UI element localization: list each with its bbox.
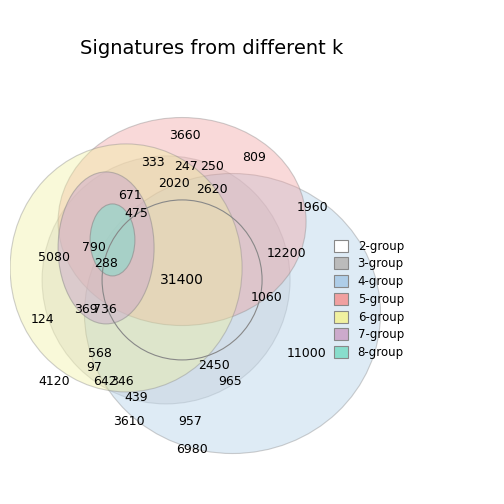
Text: 957: 957 — [178, 415, 202, 428]
Text: 247: 247 — [174, 160, 198, 173]
Text: 475: 475 — [124, 207, 148, 220]
Text: 6980: 6980 — [176, 443, 208, 456]
Text: 31400: 31400 — [160, 273, 204, 287]
Text: 11000: 11000 — [286, 347, 326, 360]
Text: 5080: 5080 — [38, 251, 70, 264]
Text: 790: 790 — [82, 241, 106, 255]
Text: 250: 250 — [200, 160, 224, 173]
Ellipse shape — [42, 156, 290, 404]
Text: 1960: 1960 — [297, 202, 328, 214]
Text: 439: 439 — [124, 391, 148, 404]
Text: 12200: 12200 — [266, 247, 306, 260]
Text: 965: 965 — [218, 375, 242, 388]
Text: 2450: 2450 — [198, 359, 230, 372]
Text: 333: 333 — [141, 156, 164, 169]
Ellipse shape — [10, 144, 242, 392]
Text: 568: 568 — [88, 347, 111, 360]
Text: 2020: 2020 — [158, 177, 190, 191]
Text: 124: 124 — [30, 313, 54, 327]
Text: 809: 809 — [242, 151, 266, 164]
Text: 288: 288 — [94, 258, 118, 271]
Text: 671: 671 — [118, 188, 142, 202]
Ellipse shape — [58, 117, 306, 326]
Text: 3660: 3660 — [169, 130, 200, 143]
Ellipse shape — [90, 204, 135, 276]
Ellipse shape — [85, 173, 381, 454]
Legend: 2-group, 3-group, 4-group, 5-group, 6-group, 7-group, 8-group: 2-group, 3-group, 4-group, 5-group, 6-gr… — [331, 236, 407, 363]
Text: 2620: 2620 — [196, 183, 227, 196]
Text: 346: 346 — [110, 375, 134, 388]
Text: 97: 97 — [86, 361, 102, 374]
Text: 369: 369 — [74, 303, 98, 316]
Ellipse shape — [58, 172, 154, 324]
Text: 4120: 4120 — [38, 375, 70, 388]
Text: 3610: 3610 — [113, 415, 144, 428]
Title: Signatures from different k: Signatures from different k — [80, 39, 343, 58]
Text: 736: 736 — [93, 303, 116, 316]
Text: 1060: 1060 — [250, 291, 282, 304]
Text: 642: 642 — [93, 375, 116, 388]
